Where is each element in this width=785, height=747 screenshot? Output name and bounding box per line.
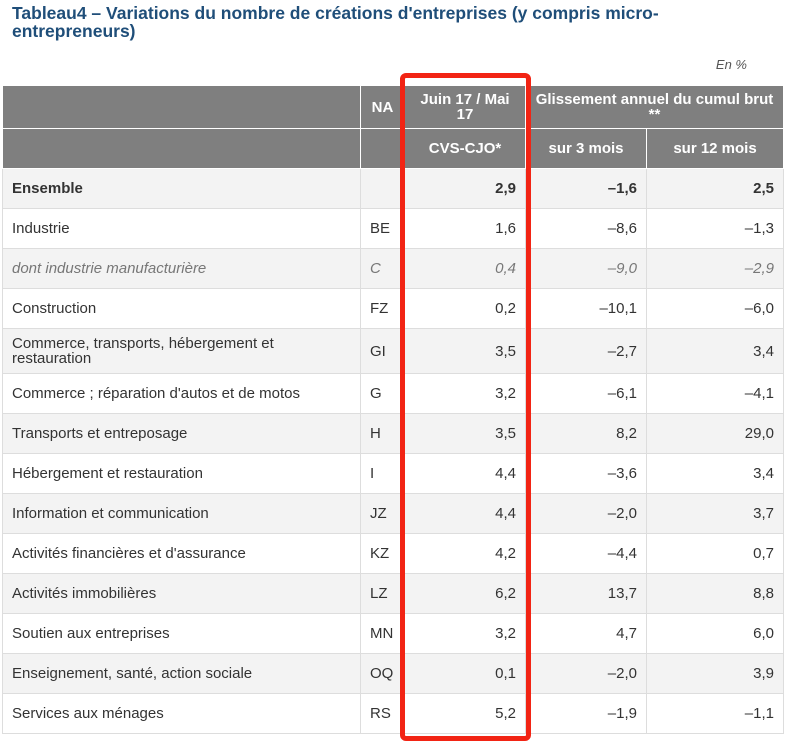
row-3-months: 4,7 <box>525 613 647 654</box>
table-row: Transports et entreposage H 3,5 8,2 29,0 <box>2 413 784 454</box>
row-12-months: 6,0 <box>646 613 784 654</box>
row-na: BE <box>360 208 405 249</box>
row-label: Industrie <box>2 208 361 249</box>
row-na: H <box>360 413 405 454</box>
row-12-months: 29,0 <box>646 413 784 454</box>
row-monthly: 4,4 <box>404 493 526 534</box>
header-na: NA <box>360 85 405 129</box>
table-row: Services aux ménages RS 5,2 –1,9 –1,1 <box>2 693 784 734</box>
row-3-months: –4,4 <box>525 533 647 574</box>
row-3-months: 8,2 <box>525 413 647 454</box>
row-label: Commerce ; réparation d'autos et de moto… <box>2 373 361 414</box>
row-monthly: 3,5 <box>404 413 526 454</box>
row-monthly: 2,9 <box>404 168 526 209</box>
table-row: Information et communication JZ 4,4 –2,0… <box>2 493 784 534</box>
row-na: FZ <box>360 288 405 329</box>
row-na: RS <box>360 693 405 734</box>
row-label: Soutien aux entreprises <box>2 613 361 654</box>
row-12-months: 3,7 <box>646 493 784 534</box>
header-blank <box>2 85 361 129</box>
table-row: dont industrie manufacturière C 0,4 –9,0… <box>2 248 784 289</box>
row-na: MN <box>360 613 405 654</box>
row-3-months: –2,7 <box>525 328 647 374</box>
table-title: Tableau4 – Variations du nombre de créat… <box>12 3 659 41</box>
row-label: Transports et entreposage <box>2 413 361 454</box>
row-monthly: 0,1 <box>404 653 526 694</box>
row-12-months: 3,4 <box>646 328 784 374</box>
row-12-months: –4,1 <box>646 373 784 414</box>
header-glissement: Glissement annuel du cumul brut ** <box>525 85 784 129</box>
row-label: Commerce, transports, hébergement et res… <box>2 328 361 374</box>
data-table: NA Juin 17 / Mai 17 Glissement annuel du… <box>2 85 784 734</box>
table-row: Activités financières et d'assurance KZ … <box>2 533 784 574</box>
row-3-months: –10,1 <box>525 288 647 329</box>
row-3-months: –8,6 <box>525 208 647 249</box>
row-na: KZ <box>360 533 405 574</box>
row-label: Activités financières et d'assurance <box>2 533 361 574</box>
row-3-months: –1,9 <box>525 693 647 734</box>
row-label: dont industrie manufacturière <box>2 248 361 289</box>
row-12-months: 0,7 <box>646 533 784 574</box>
row-monthly: 4,2 <box>404 533 526 574</box>
row-12-months: 3,4 <box>646 453 784 494</box>
header-cvs-cjo: CVS-CJO* <box>404 128 526 169</box>
row-na: LZ <box>360 573 405 614</box>
row-monthly: 5,2 <box>404 693 526 734</box>
row-3-months: –2,0 <box>525 493 647 534</box>
header-juin-mai: Juin 17 / Mai 17 <box>404 85 526 129</box>
row-label: Construction <box>2 288 361 329</box>
row-monthly: 6,2 <box>404 573 526 614</box>
row-3-months: –2,0 <box>525 653 647 694</box>
unit-note: En % <box>715 57 747 72</box>
row-label: Enseignement, santé, action sociale <box>2 653 361 694</box>
row-na: JZ <box>360 493 405 534</box>
row-monthly: 4,4 <box>404 453 526 494</box>
row-label: Activités immobilières <box>2 573 361 614</box>
row-label: Services aux ménages <box>2 693 361 734</box>
row-12-months: 2,5 <box>646 168 784 209</box>
row-na: C <box>360 248 405 289</box>
row-12-months: –2,9 <box>646 248 784 289</box>
row-monthly: 0,2 <box>404 288 526 329</box>
row-monthly: 3,2 <box>404 613 526 654</box>
row-3-months: –6,1 <box>525 373 647 414</box>
row-na: GI <box>360 328 405 374</box>
row-12-months: –1,1 <box>646 693 784 734</box>
row-label: Information et communication <box>2 493 361 534</box>
row-3-months: –1,6 <box>525 168 647 209</box>
row-na <box>360 168 405 209</box>
row-monthly: 3,2 <box>404 373 526 414</box>
row-monthly: 0,4 <box>404 248 526 289</box>
header-sur-3-mois: sur 3 mois <box>525 128 647 169</box>
table-row: Commerce, transports, hébergement et res… <box>2 328 784 374</box>
row-3-months: –9,0 <box>525 248 647 289</box>
row-3-months: 13,7 <box>525 573 647 614</box>
header-sur-12-mois: sur 12 mois <box>646 128 784 169</box>
table-row: Hébergement et restauration I 4,4 –3,6 3… <box>2 453 784 494</box>
table-row: Construction FZ 0,2 –10,1 –6,0 <box>2 288 784 329</box>
table-row: Soutien aux entreprises MN 3,2 4,7 6,0 <box>2 613 784 654</box>
row-monthly: 3,5 <box>404 328 526 374</box>
row-na: OQ <box>360 653 405 694</box>
table-row: Commerce ; réparation d'autos et de moto… <box>2 373 784 414</box>
row-12-months: 8,8 <box>646 573 784 614</box>
row-label: Ensemble <box>2 168 361 209</box>
header-blank-3 <box>360 128 405 169</box>
table-row: Enseignement, santé, action sociale OQ 0… <box>2 653 784 694</box>
row-12-months: –1,3 <box>646 208 784 249</box>
table-row: Activités immobilières LZ 6,2 13,7 8,8 <box>2 573 784 614</box>
row-monthly: 1,6 <box>404 208 526 249</box>
row-na: G <box>360 373 405 414</box>
row-12-months: 3,9 <box>646 653 784 694</box>
table-row: Ensemble 2,9 –1,6 2,5 <box>2 168 784 209</box>
row-na: I <box>360 453 405 494</box>
row-label: Hébergement et restauration <box>2 453 361 494</box>
header-blank-2 <box>2 128 361 169</box>
row-3-months: –3,6 <box>525 453 647 494</box>
table-row: Industrie BE 1,6 –8,6 –1,3 <box>2 208 784 249</box>
row-12-months: –6,0 <box>646 288 784 329</box>
